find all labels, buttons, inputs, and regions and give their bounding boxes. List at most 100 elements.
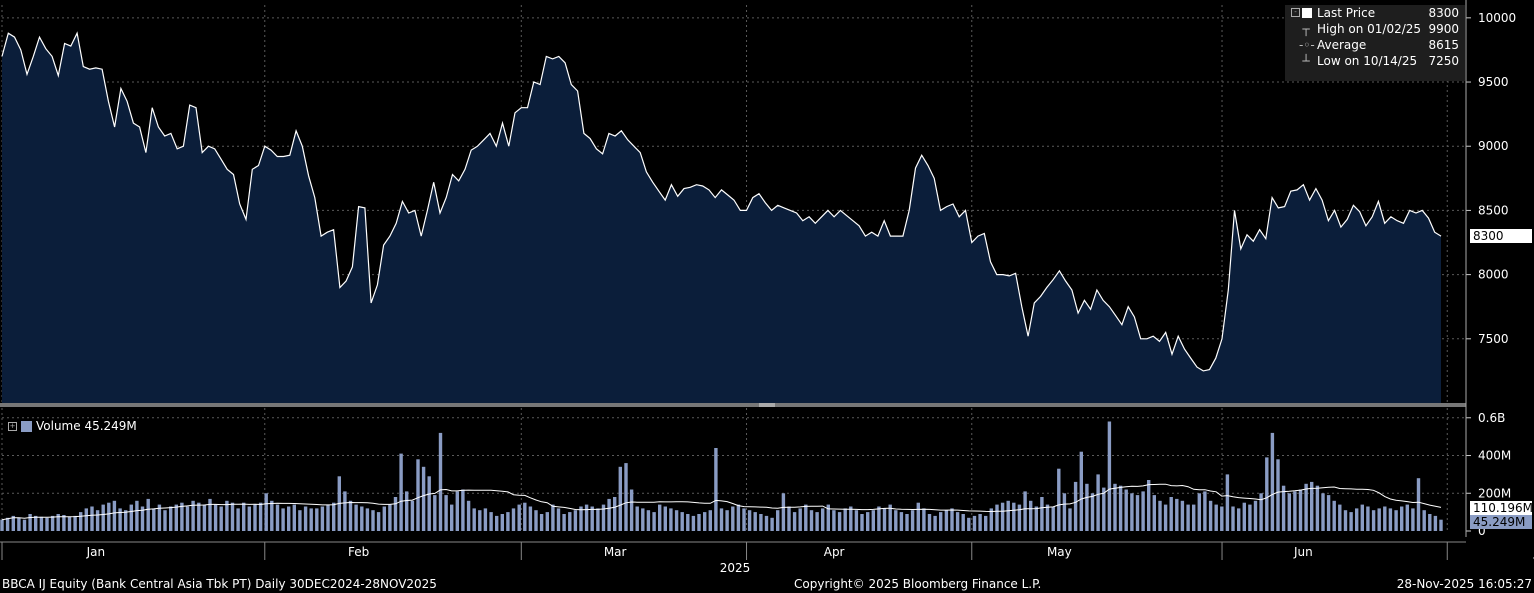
- axis-labels: 10000 9500 9000 8500 8000 7500 0.6B 400M 200M 0 Ja…: [86, 11, 1534, 575]
- volume-bar: [466, 500, 471, 531]
- volume-bar: [197, 502, 201, 531]
- volume-bar: [1366, 506, 1370, 531]
- volume-bar: [568, 512, 572, 531]
- volume-bar: [753, 512, 757, 531]
- volume-bar: [663, 506, 667, 531]
- volume-bar: [1135, 495, 1140, 531]
- volume-bar: [1000, 502, 1005, 531]
- volume-average-tag: 110.196M: [1470, 501, 1533, 515]
- volume-bar: [320, 506, 325, 531]
- volume-bar: [1383, 506, 1387, 531]
- volume-bar: [579, 506, 583, 531]
- volume-average-line: [1, 483, 1442, 521]
- volume-bar: [1428, 514, 1432, 531]
- volume-bar: [1332, 500, 1336, 531]
- volume-bar: [601, 504, 606, 531]
- volume-bar: [1090, 493, 1095, 531]
- volume-bar: [539, 514, 544, 531]
- volume-bar: [635, 506, 639, 531]
- volume-bar: [1073, 481, 1078, 531]
- volume-bar: [725, 510, 729, 531]
- volume-bar: [556, 508, 561, 531]
- price-legend: - Last Price 8300 ┬ High on 01/02/25 990…: [1285, 5, 1465, 81]
- volume-bar: [230, 502, 235, 531]
- year-label: 2025: [720, 561, 751, 575]
- volume-bar: [1180, 500, 1185, 531]
- volume-bar: [646, 510, 651, 531]
- collapse-icon[interactable]: -: [1291, 8, 1300, 17]
- volume-bar: [365, 508, 370, 531]
- volume-bar: [697, 514, 701, 531]
- volume-bar: [1023, 491, 1027, 531]
- volume-bar: [315, 508, 319, 531]
- volume-bar: [877, 506, 881, 531]
- high-marker-icon: ┬: [1302, 22, 1310, 36]
- footer-timestamp: 28-Nov-2025 16:05:27: [1396, 577, 1532, 591]
- price-line: [1, 31, 1442, 372]
- volume-bar: [163, 510, 167, 531]
- volume-bar: [1315, 485, 1320, 531]
- volume-bar: [860, 514, 864, 531]
- volume-bar: [776, 510, 780, 531]
- footer-security: BBCA IJ Equity (Bank Central Asia Tbk PT…: [2, 577, 437, 591]
- volume-bar: [478, 510, 482, 531]
- volume-bar: [573, 510, 578, 531]
- volume-bar: [545, 512, 549, 531]
- volume-bar: [1253, 500, 1258, 531]
- volume-bar: [1214, 504, 1218, 531]
- volume-bar: [253, 504, 257, 531]
- volume-bar: [157, 504, 162, 531]
- volume-bar: [832, 510, 836, 531]
- volume-bar: [1147, 480, 1151, 531]
- volume-bar: [399, 453, 403, 531]
- volume-bar: [1102, 487, 1106, 531]
- volume-bar: [1096, 474, 1100, 531]
- volume-bar: [270, 500, 274, 531]
- volume-bar: [613, 497, 617, 531]
- price-ytick-label-1: 9500: [1478, 75, 1509, 89]
- volume-bar: [815, 512, 819, 531]
- volume-bar: [1197, 493, 1201, 531]
- volume-bar: [888, 504, 892, 531]
- volume-bar: [1029, 500, 1033, 531]
- volume-bar: [169, 506, 173, 531]
- volume-bar: [495, 515, 499, 531]
- volume-bar: [837, 512, 842, 531]
- volume-bar: [1068, 508, 1072, 531]
- volume-bar: [1237, 508, 1241, 531]
- volume-bar: [1310, 481, 1314, 531]
- volume-bar: [50, 515, 55, 531]
- volume-bar: [236, 508, 240, 531]
- volume-bar: [11, 515, 15, 531]
- volume-bar: [1062, 493, 1067, 531]
- volume-bar: [1355, 508, 1359, 531]
- volume-bar: [1163, 504, 1168, 531]
- volume-bar: [472, 508, 476, 531]
- volume-bar: [298, 510, 302, 531]
- footer-copyright: Copyright© 2025 Bloomberg Finance L.P.: [794, 577, 1042, 591]
- volume-bar: [1242, 502, 1246, 531]
- volume-bar: [140, 506, 145, 531]
- volume-bar: [354, 504, 358, 531]
- volume-bar: [652, 512, 656, 531]
- volume-bar: [899, 512, 904, 531]
- volume-ytick-label-2: 200M: [1478, 486, 1511, 500]
- month-label-4: May: [1047, 545, 1072, 559]
- volume-bar: [584, 504, 589, 531]
- low-marker-icon: ┴: [1302, 54, 1310, 68]
- volume-bar: [596, 508, 600, 531]
- volume-bar: [528, 506, 533, 531]
- volume-bar: [843, 508, 847, 531]
- volume-bar: [1281, 485, 1286, 531]
- volume-bar: [1422, 510, 1426, 531]
- volume-bar: [39, 516, 44, 531]
- volume-bar: [275, 504, 280, 531]
- volume-bar: [202, 504, 207, 531]
- volume-swatch-icon: [21, 421, 32, 432]
- volume-bar: [967, 517, 971, 531]
- volume-bar: [674, 510, 679, 531]
- volume-bar: [781, 493, 786, 531]
- volume-collapse-icon[interactable]: +: [8, 422, 17, 431]
- volume-bar: [1017, 504, 1022, 531]
- price-ytick-label-4: 8000: [1478, 268, 1509, 282]
